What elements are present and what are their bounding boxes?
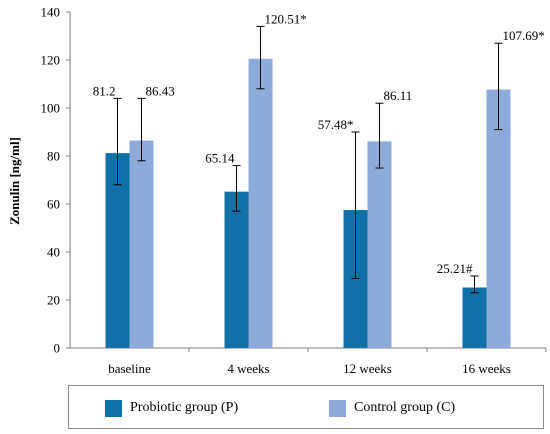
y-tick-label: 60 bbox=[47, 197, 60, 212]
bar-probiotic bbox=[224, 191, 249, 348]
legend-item-probiotic: Probiotic group (P) bbox=[105, 398, 238, 418]
x-tick-label: 4 weeks bbox=[227, 361, 269, 376]
bar-control bbox=[367, 141, 392, 348]
y-tick-label: 20 bbox=[47, 293, 60, 308]
x-tick-label: 16 weeks bbox=[462, 361, 511, 376]
bar-control bbox=[129, 140, 154, 348]
data-label: 86.11 bbox=[384, 88, 413, 103]
data-label: 81.2 bbox=[93, 83, 116, 98]
y-tick-label: 140 bbox=[41, 5, 61, 20]
legend-label-probiotic: Probiotic group (P) bbox=[130, 400, 239, 415]
bar-control bbox=[486, 89, 511, 348]
legend-label-control: Control group (C) bbox=[354, 400, 456, 415]
y-tick-label: 0 bbox=[54, 341, 61, 356]
data-label: 25.21# bbox=[437, 261, 473, 276]
y-axis-title: Zonulin [ng/ml] bbox=[7, 137, 22, 225]
bar-control bbox=[248, 58, 273, 348]
data-label: 57.48* bbox=[318, 117, 354, 132]
y-tick-label: 40 bbox=[47, 245, 60, 260]
bar-probiotic bbox=[462, 287, 487, 348]
bar-probiotic bbox=[105, 153, 130, 348]
data-label: 86.43 bbox=[146, 83, 175, 98]
y-tick-label: 120 bbox=[41, 53, 61, 68]
legend-swatch-control bbox=[329, 399, 346, 417]
legend: Probiotic group (P) Control group (C) bbox=[68, 385, 544, 429]
y-tick-label: 100 bbox=[41, 101, 61, 116]
legend-swatch-probiotic bbox=[105, 399, 122, 417]
data-label: 120.51* bbox=[265, 11, 307, 26]
data-label: 107.69* bbox=[503, 28, 545, 43]
y-tick-label: 80 bbox=[47, 149, 60, 164]
legend-item-control: Control group (C) bbox=[329, 398, 455, 418]
x-tick-label: 12 weeks bbox=[343, 361, 392, 376]
data-label: 65.14 bbox=[205, 151, 235, 166]
x-tick-label: baseline bbox=[108, 361, 151, 376]
